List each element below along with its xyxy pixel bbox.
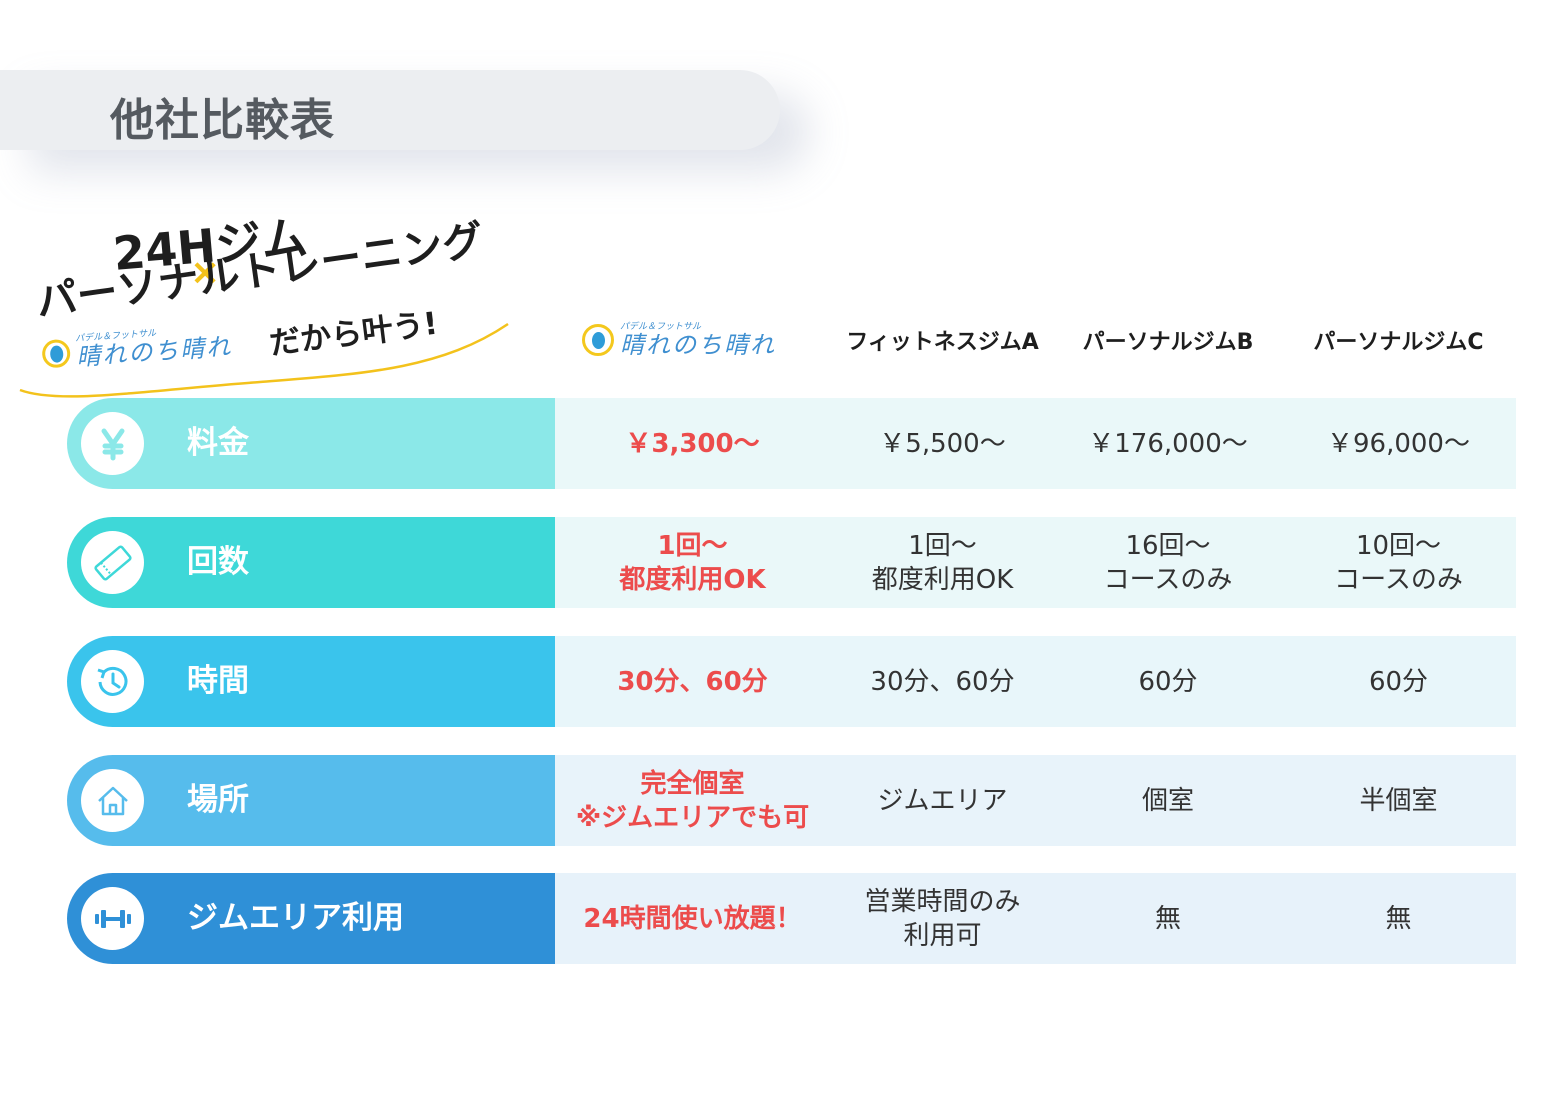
row-label: 料金 — [187, 425, 249, 461]
cell-line: 1回〜 — [908, 530, 977, 561]
column-header-c: パーソナルジムC — [1313, 330, 1484, 355]
row-label-band: 料金 — [67, 398, 555, 489]
table-row: ジムエリア利用 24時間使い放題！ 営業時間のみ 利用可 無 無 — [67, 873, 1516, 964]
table-row: 時間 30分、60分 30分、60分 60分 60分 — [67, 636, 1516, 727]
logo-mark-icon — [41, 338, 72, 369]
cell-line: ジムエリア — [877, 785, 1008, 816]
promo-underline — [19, 322, 509, 398]
cell-a: 営業時間のみ 利用可 — [830, 873, 1055, 964]
yen-icon — [81, 412, 144, 475]
cell-b: ￥176,000〜 — [1055, 398, 1281, 489]
title-banner — [0, 70, 780, 150]
cell-line: 利用可 — [903, 920, 982, 951]
cell-line: 無 — [1154, 903, 1181, 934]
home-icon — [81, 769, 144, 832]
cell-line: 都度利用OK — [871, 564, 1014, 595]
row-label: 回数 — [187, 544, 249, 580]
cell-line: 24時間使い放題！ — [583, 903, 802, 934]
cell-line: ￥5,500〜 — [879, 428, 1006, 459]
cell-line: ￥3,300〜 — [625, 428, 760, 459]
cell-ours: ￥3,300〜 — [555, 398, 830, 489]
cell-line: ￥96,000〜 — [1327, 428, 1470, 459]
cell-line: 無 — [1385, 903, 1412, 934]
cell-b: 16回〜 コースのみ — [1055, 517, 1281, 608]
cell-line: 完全個室 — [640, 768, 745, 799]
cell-c: 10回〜 コースのみ — [1281, 517, 1516, 608]
logo-main-text: 晴れのち晴れ — [620, 331, 776, 359]
cell-line: ※ジムエリアでも可 — [575, 802, 810, 833]
row-cells: ￥3,300〜 ￥5,500〜 ￥176,000〜 ￥96,000〜 — [555, 398, 1516, 489]
cell-line: コースのみ — [1334, 564, 1463, 595]
cell-b: 個室 — [1055, 755, 1281, 846]
row-label-band: 回数 — [67, 517, 555, 608]
cell-line: 10回〜 — [1355, 530, 1442, 561]
row-cells: 24時間使い放題！ 営業時間のみ 利用可 無 無 — [555, 873, 1516, 964]
cell-line: 30分、60分 — [870, 666, 1015, 697]
table-row: 料金 ￥3,300〜 ￥5,500〜 ￥176,000〜 ￥96,000〜 — [67, 398, 1516, 489]
table-row: 場所 完全個室 ※ジムエリアでも可 ジムエリア 個室 半個室 — [67, 755, 1516, 846]
logo-small-text: パデル＆フットサル — [620, 322, 702, 332]
cell-line: 60分 — [1368, 666, 1429, 697]
cell-line: 個室 — [1141, 785, 1194, 816]
logo-mark-icon — [582, 324, 614, 356]
row-label: ジムエリア利用 — [187, 900, 404, 936]
clock-history-icon — [81, 650, 144, 713]
cell-line: 営業時間のみ — [864, 886, 1021, 917]
table-row: 回数 1回〜 都度利用OK 1回〜 都度利用OK 16回〜 コースのみ 10回〜 コースのみ — [67, 517, 1516, 608]
cell-b: 60分 — [1055, 636, 1281, 727]
cell-line: ￥176,000〜 — [1088, 428, 1248, 459]
cell-ours: 完全個室 ※ジムエリアでも可 — [555, 755, 830, 846]
cell-ours: 24時間使い放題！ — [555, 873, 830, 964]
cell-line: 60分 — [1138, 666, 1198, 697]
column-header-ours: パデル＆フットサル 晴れのち晴れ — [582, 322, 776, 358]
cell-c: 半個室 — [1281, 755, 1516, 846]
cell-line: 半個室 — [1359, 785, 1438, 816]
cell-line: 16回〜 — [1125, 530, 1211, 561]
cell-c: 60分 — [1281, 636, 1516, 727]
row-cells: 完全個室 ※ジムエリアでも可 ジムエリア 個室 半個室 — [555, 755, 1516, 846]
cell-a: ￥5,500〜 — [830, 398, 1055, 489]
row-label-band: 時間 — [67, 636, 555, 727]
cell-c: 無 — [1281, 873, 1516, 964]
cell-c: ￥96,000〜 — [1281, 398, 1516, 489]
page-title: 他社比較表 — [110, 95, 335, 146]
cell-ours: 1回〜 都度利用OK — [555, 517, 830, 608]
ticket-icon — [81, 531, 144, 594]
row-cells: 1回〜 都度利用OK 1回〜 都度利用OK 16回〜 コースのみ 10回〜 コースのみ — [555, 517, 1516, 608]
cell-line: コースのみ — [1103, 564, 1233, 595]
row-label-band: ジムエリア利用 — [67, 873, 555, 964]
row-label-band: 場所 — [67, 755, 555, 846]
row-cells: 30分、60分 30分、60分 60分 60分 — [555, 636, 1516, 727]
cell-a: 1回〜 都度利用OK — [830, 517, 1055, 608]
cell-line: 1回〜 — [657, 530, 728, 561]
promo-cross: × — [190, 252, 221, 293]
cell-b: 無 — [1055, 873, 1281, 964]
cell-line: 都度利用OK — [619, 564, 766, 595]
cell-ours: 30分、60分 — [555, 636, 830, 727]
column-header-a: フィットネスジムA — [846, 330, 1039, 355]
dumbbell-icon — [81, 887, 144, 950]
row-label: 時間 — [187, 663, 249, 699]
cell-line: 30分、60分 — [617, 666, 768, 697]
column-header-b: パーソナルジムB — [1082, 330, 1254, 355]
cell-a: 30分、60分 — [830, 636, 1055, 727]
row-label: 場所 — [187, 782, 249, 818]
cell-a: ジムエリア — [830, 755, 1055, 846]
